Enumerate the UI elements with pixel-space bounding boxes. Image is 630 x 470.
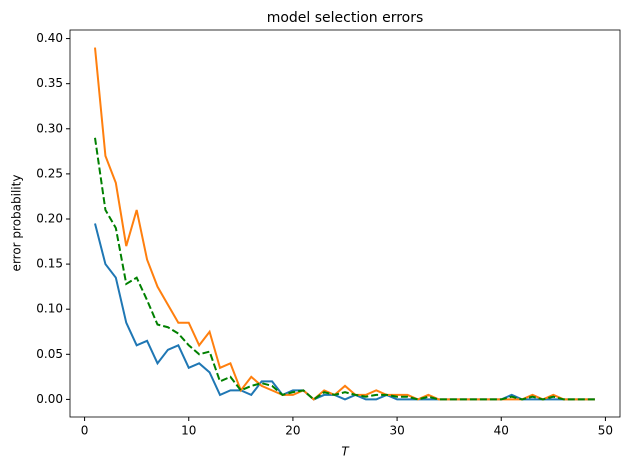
y-tick-label: 0.10	[36, 302, 63, 316]
chart-title: model selection errors	[267, 10, 424, 26]
x-tick-label: 10	[181, 424, 196, 438]
y-tick-label: 0.00	[36, 392, 63, 406]
y-tick-label: 0.25	[36, 166, 63, 180]
series-line	[94, 47, 595, 401]
x-tick-label: 40	[494, 424, 509, 438]
plot-frame	[69, 29, 621, 418]
x-tick-label: 30	[389, 424, 404, 438]
y-tick-label: 0.40	[36, 31, 63, 45]
y-tick-label: 0.20	[36, 211, 63, 225]
series-line	[94, 223, 595, 401]
x-tick-label: 50	[598, 424, 613, 438]
x-axis-label: T	[341, 445, 350, 459]
series-line	[94, 137, 595, 401]
x-tick-label: 20	[285, 424, 300, 438]
y-axis-label: error probability	[10, 175, 24, 272]
y-tick-label: 0.30	[36, 121, 63, 135]
y-tick-label: 0.15	[36, 257, 63, 271]
y-tick-label: 0.05	[36, 347, 63, 361]
y-tick-label: 0.35	[36, 76, 63, 90]
x-tick-label: 0	[81, 424, 89, 438]
